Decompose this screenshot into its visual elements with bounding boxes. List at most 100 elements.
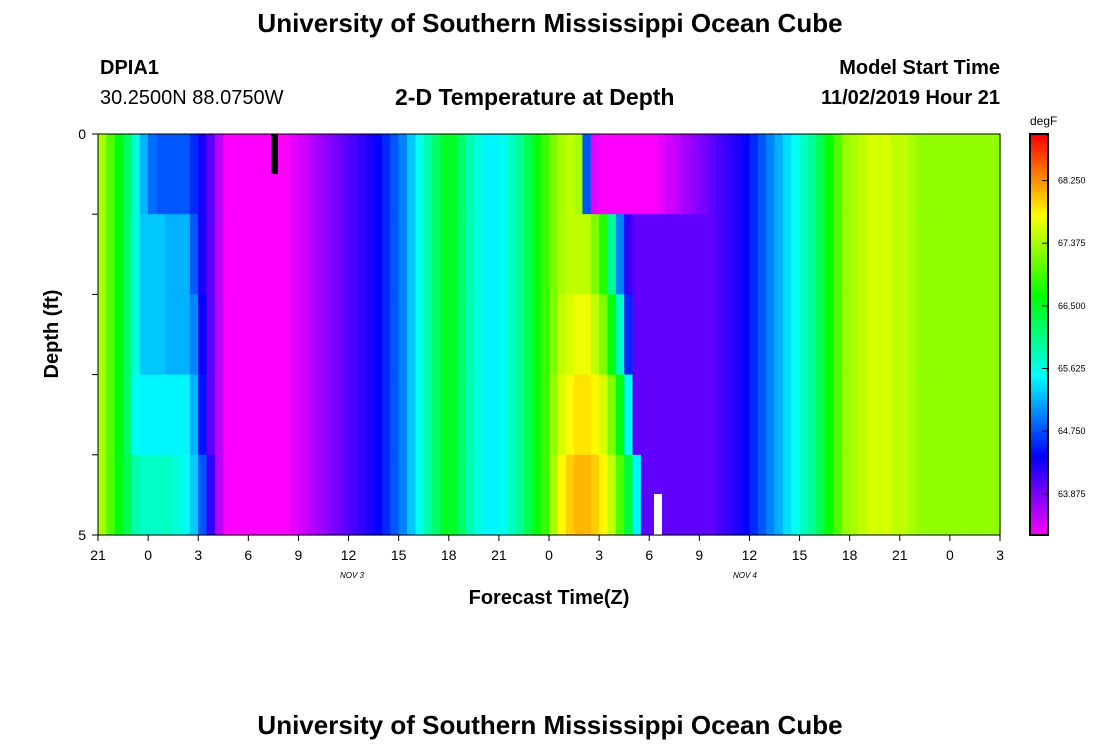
colorbar-segment <box>1030 204 1048 208</box>
heatmap-cell <box>858 454 867 536</box>
heatmap-cell <box>991 134 1001 215</box>
colorbar-segment <box>1030 382 1048 386</box>
colorbar-segment <box>1030 301 1048 306</box>
heatmap-cell <box>983 294 993 376</box>
colorbar-segment <box>1030 309 1048 313</box>
colorbar-segment <box>1030 211 1048 215</box>
heatmap-cell <box>398 374 408 456</box>
colorbar-tick-label: 63.875 <box>1058 489 1086 499</box>
heatmap-cell <box>699 374 709 456</box>
heatmap-cell <box>574 134 584 215</box>
heatmap-cell <box>549 454 558 536</box>
colorbar-segment <box>1030 477 1048 481</box>
heatmap-cell <box>958 134 968 215</box>
heatmap-cell <box>557 294 567 376</box>
colorbar-segment <box>1030 527 1048 531</box>
heatmap-cell <box>866 294 876 376</box>
colorbar-segment <box>1030 467 1048 471</box>
heatmap-cell <box>841 374 851 456</box>
colorbar-tick-label: 67.375 <box>1058 238 1086 248</box>
heatmap-cell <box>883 454 893 536</box>
colorbar-segment <box>1030 357 1048 361</box>
colorbar-segment <box>1030 504 1048 509</box>
heatmap-cell <box>690 454 700 536</box>
heatmap-cell <box>532 214 542 295</box>
x-tick-label: 6 <box>244 547 252 563</box>
heatmap-cell <box>465 134 475 215</box>
heatmap-cell <box>173 134 183 215</box>
heatmap-cell <box>482 374 492 456</box>
heatmap-cell <box>331 294 341 376</box>
heatmap-cell <box>682 134 692 215</box>
colorbar-segment <box>1030 231 1048 235</box>
heatmap-cell <box>724 294 734 376</box>
heatmap-cell <box>306 294 316 376</box>
heatmap-cell <box>131 214 141 295</box>
heatmap-cell <box>874 454 884 536</box>
heatmap-cell <box>916 294 926 376</box>
heatmap-cell <box>991 294 1001 376</box>
colorbar-segment <box>1030 264 1048 268</box>
heatmap-cell <box>949 294 959 376</box>
heatmap-cell <box>198 374 208 456</box>
x-tick-label: 15 <box>792 547 808 563</box>
heatmap-cell <box>757 214 767 295</box>
colorbar-segment <box>1030 176 1048 180</box>
heatmap-cell <box>356 214 366 295</box>
heatmap-cell <box>741 214 751 295</box>
heatmap-cell <box>440 214 450 295</box>
colorbar-segment <box>1030 454 1048 458</box>
colorbar-segment <box>1030 221 1048 225</box>
heatmap-cell <box>949 454 959 536</box>
heatmap-cell <box>281 134 291 215</box>
heatmap-cell <box>941 454 951 536</box>
heatmap-cell <box>799 374 809 456</box>
heatmap-cell <box>924 294 934 376</box>
heatmap-cell <box>966 374 976 456</box>
heatmap-cell <box>440 374 450 456</box>
heatmap-cell <box>98 294 107 376</box>
heatmap-cell <box>473 294 483 376</box>
heatmap-cell <box>106 214 116 295</box>
heatmap-cell <box>599 294 609 376</box>
colorbar-segment <box>1030 291 1048 295</box>
heatmap-cell <box>782 454 792 536</box>
heatmap-cell <box>590 374 600 456</box>
colorbar-segment <box>1030 412 1048 416</box>
heatmap-cell <box>407 374 416 456</box>
heatmap-cell <box>732 134 742 215</box>
heatmap-cell <box>223 214 233 295</box>
heatmap-cell <box>515 134 525 215</box>
heatmap-cell <box>958 374 968 456</box>
heatmap-cell <box>599 374 609 456</box>
colorbar-segment <box>1030 457 1048 461</box>
heatmap-cell <box>206 134 216 215</box>
colorbar-segment <box>1030 249 1048 253</box>
heatmap-cell <box>640 454 650 536</box>
heatmap-cell <box>348 374 358 456</box>
heatmap-cell <box>983 134 993 215</box>
heatmap-cell <box>123 454 133 536</box>
heatmap-cell <box>941 374 951 456</box>
colorbar-segment <box>1030 422 1048 426</box>
heatmap-cell <box>139 294 149 376</box>
heatmap-cell <box>991 374 1001 456</box>
heatmap-cell <box>298 214 308 295</box>
colorbar-tick-label: 64.750 <box>1058 426 1086 436</box>
heatmap-cell <box>632 214 642 295</box>
heatmap-cell <box>632 294 642 376</box>
heatmap-cell <box>482 214 492 295</box>
heatmap-cell <box>941 214 951 295</box>
colorbar-segment <box>1030 429 1048 433</box>
heatmap-cell <box>290 454 300 536</box>
heatmap-cell <box>841 214 851 295</box>
heatmap-cell <box>373 214 383 295</box>
y-axis-label: Depth (ft) <box>41 290 63 379</box>
heatmap-cell <box>816 454 826 536</box>
heatmap-cell <box>256 294 266 376</box>
heatmap-cell <box>139 454 149 536</box>
heatmap-cell <box>148 454 158 536</box>
heatmap-cell <box>599 454 609 536</box>
heatmap-cell <box>565 454 575 536</box>
heatmap-cell <box>423 214 433 295</box>
